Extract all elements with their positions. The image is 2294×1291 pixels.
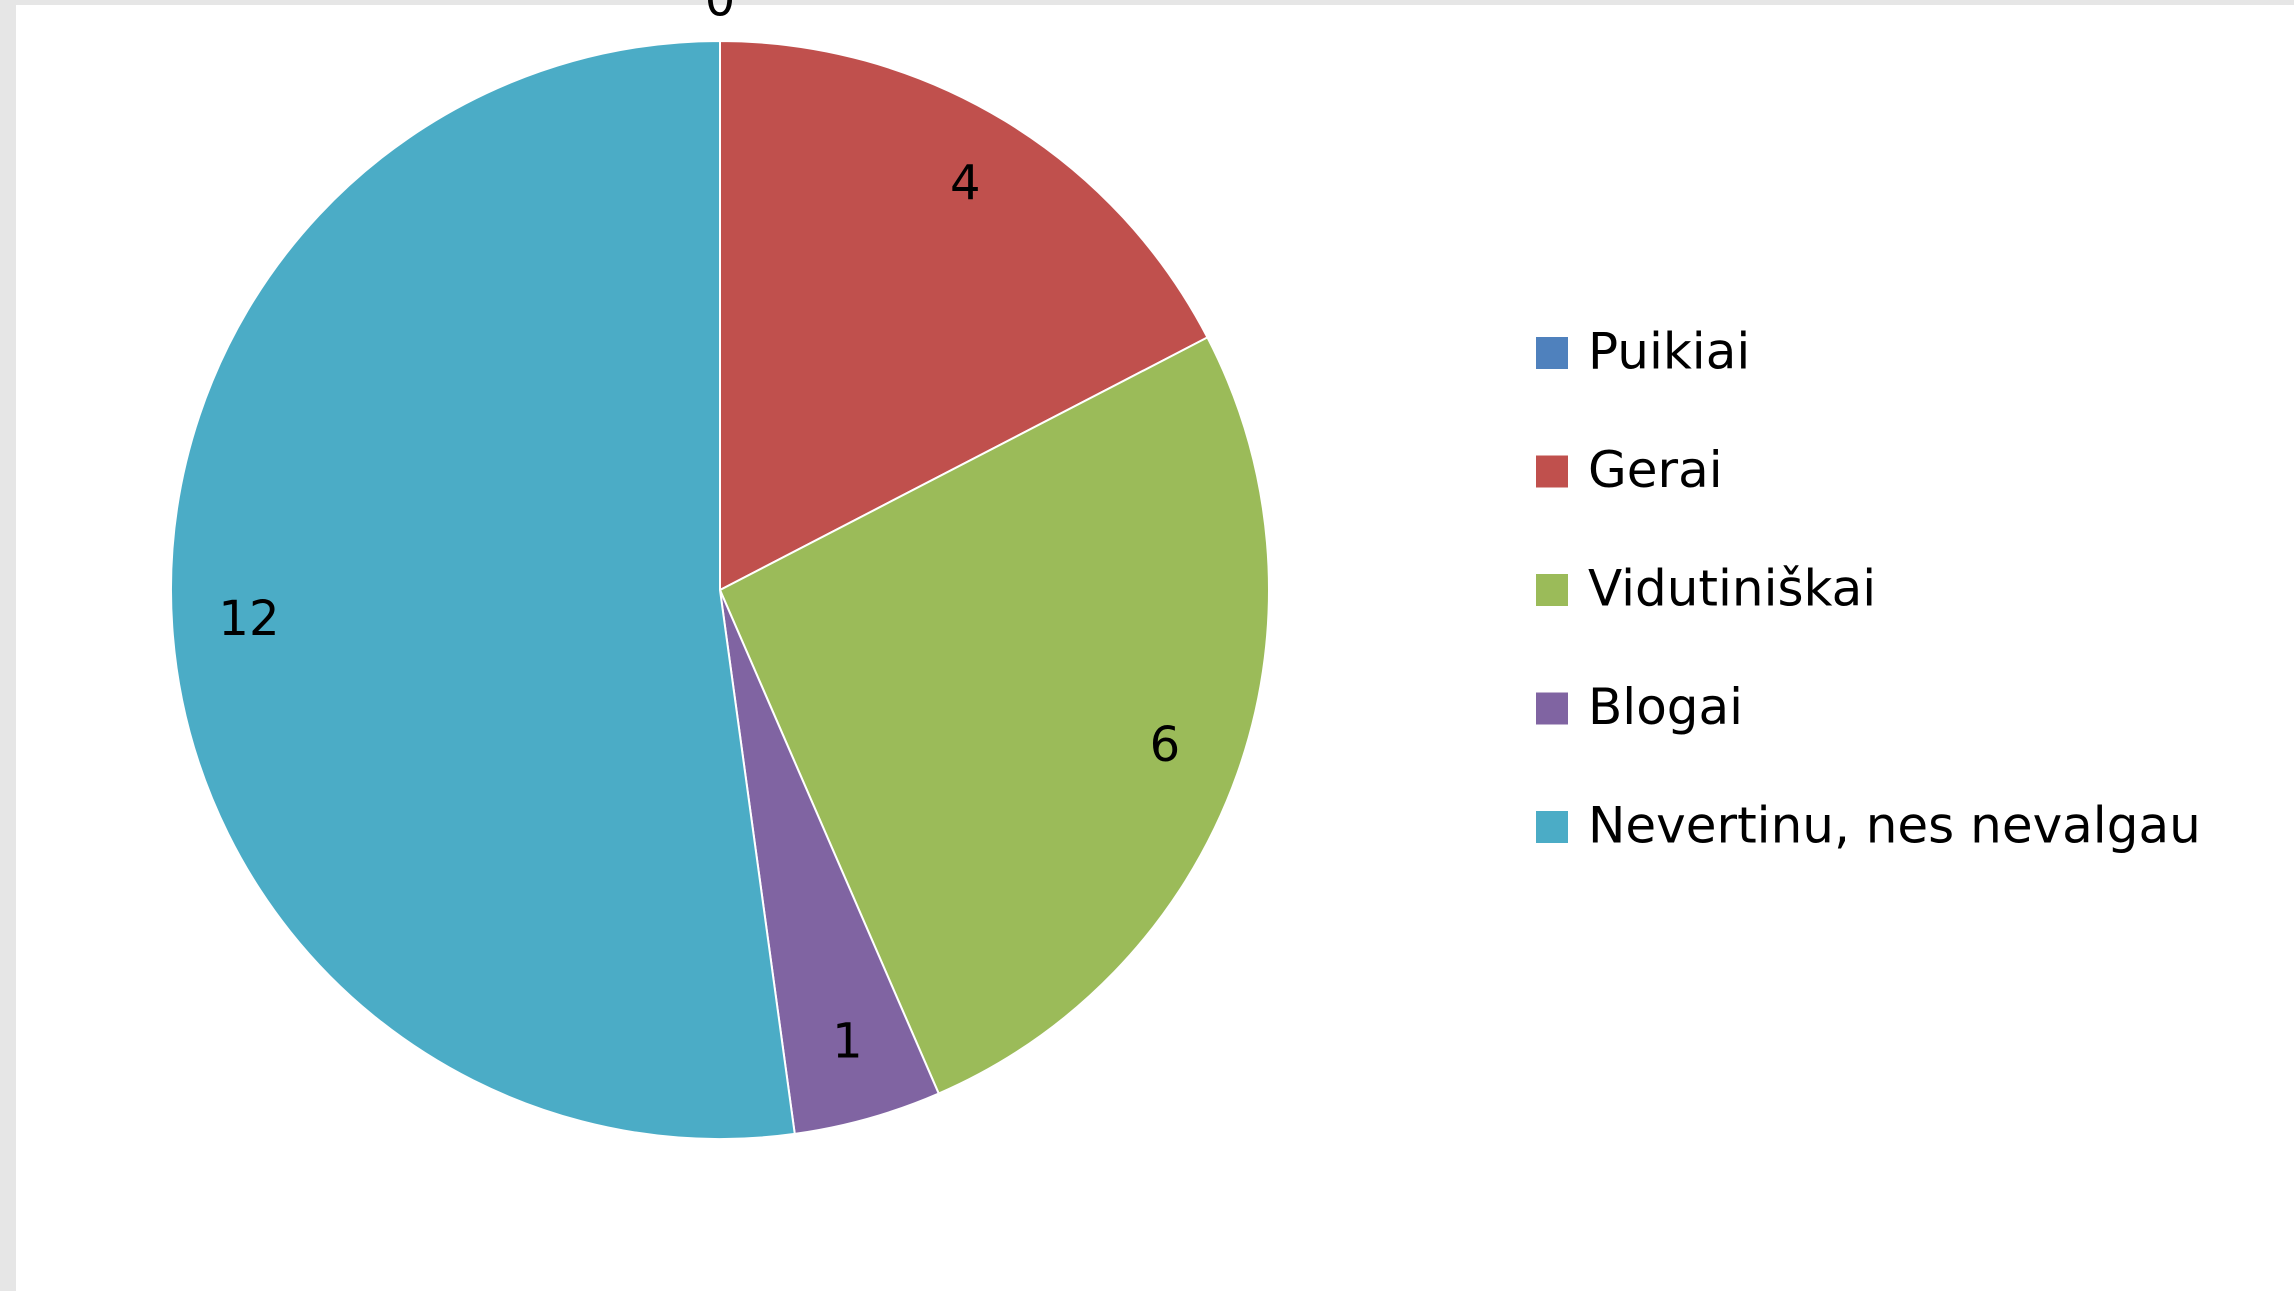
legend-swatch (1536, 455, 1568, 488)
pie-slice (719, 39, 1209, 592)
data-label: 12 (218, 591, 279, 647)
frame-top (0, 0, 2294, 5)
legend-swatch (1536, 337, 1568, 369)
legend-label: Blogai (1588, 678, 1743, 736)
data-label: 4 (950, 156, 981, 212)
pie-slice (170, 39, 796, 1140)
legend-label: Puikiai (1588, 323, 1750, 381)
data-label: 1 (832, 1014, 863, 1070)
legend-swatch (1536, 692, 1568, 725)
legend-label: Vidutiniškai (1588, 560, 1876, 618)
data-label: 0 (705, 0, 736, 28)
data-label: 6 (1150, 717, 1181, 773)
legend-swatch (1536, 811, 1568, 843)
frame-left (0, 0, 16, 1291)
legend-swatch (1536, 574, 1568, 606)
legend-label: Gerai (1588, 441, 1723, 499)
legend-label: Nevertinu, nes nevalgau (1588, 797, 2201, 855)
